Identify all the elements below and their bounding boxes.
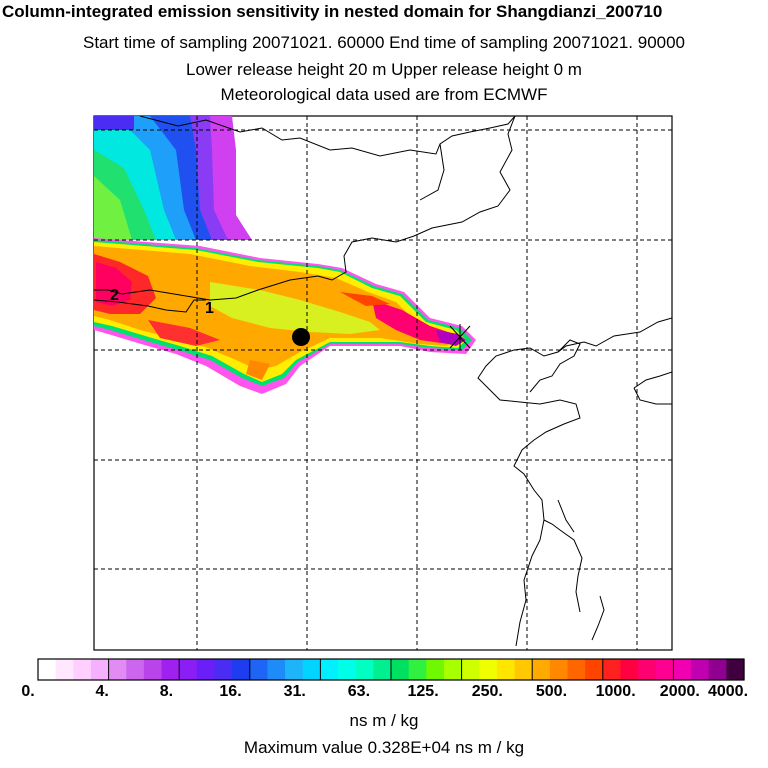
colorbar-tick-label: 31. bbox=[283, 683, 306, 700]
colorbar-tick-label: 2000. bbox=[659, 683, 700, 700]
colorbar-cell bbox=[691, 659, 710, 680]
colorbar-cell bbox=[479, 659, 498, 680]
colorbar-tick-label: 4. bbox=[95, 683, 109, 700]
sampling-times: Start time of sampling 20071021. 60000 E… bbox=[82, 33, 686, 52]
colorbar-cell bbox=[38, 659, 57, 680]
colorbar-tick-label: 1000. bbox=[595, 683, 636, 700]
colorbar-tick-label: 16. bbox=[219, 683, 242, 700]
colorbar-cell bbox=[214, 659, 233, 680]
colorbar-cell bbox=[726, 659, 745, 680]
colorbar-tick-label: 500. bbox=[535, 683, 568, 700]
colorbar-cell bbox=[638, 659, 657, 680]
colorbar-cell bbox=[514, 659, 533, 680]
plume-upper-left bbox=[94, 116, 252, 240]
colorbar-cell bbox=[532, 659, 551, 680]
colorbar-units: ns m / kg bbox=[349, 711, 419, 730]
colorbar-cell bbox=[408, 659, 427, 680]
colorbar-tick-label: 8. bbox=[159, 683, 174, 700]
colorbar-cell bbox=[426, 659, 445, 680]
colorbar-cell bbox=[161, 659, 180, 680]
colorbar-cell bbox=[108, 659, 127, 680]
colorbar-frame bbox=[37, 658, 745, 681]
release-heights: Lower release height 20 m Upper release … bbox=[186, 60, 582, 79]
colorbar-cell bbox=[338, 659, 357, 680]
colorbar-cell bbox=[443, 659, 463, 680]
colorbar-tick-label: 0. bbox=[21, 683, 35, 700]
colorbar-tick-label: 63. bbox=[347, 683, 371, 700]
colorbar-tick-label: 250. bbox=[471, 683, 503, 700]
colorbar bbox=[37, 658, 745, 681]
colorbar-cell bbox=[196, 659, 216, 680]
colorbar-cell bbox=[320, 659, 339, 680]
colorbar-cell bbox=[655, 659, 674, 680]
map-title: Column-integrated emission sensitivity i… bbox=[2, 2, 663, 21]
colorbar-tick-label: 4000. bbox=[707, 683, 749, 700]
meteorological-source: Meteorological data used are from ECMWF bbox=[220, 85, 548, 104]
release-marker bbox=[449, 324, 471, 350]
colorbar-cell bbox=[267, 659, 286, 680]
colorbar-tick-label: 125. bbox=[407, 683, 439, 700]
colorbar-cell bbox=[567, 659, 586, 680]
colorbar-cell bbox=[126, 659, 145, 680]
colorbar-cell bbox=[285, 659, 304, 680]
colorbar-cell bbox=[391, 659, 410, 680]
colorbar-cell bbox=[143, 659, 163, 680]
colorbar-cell bbox=[620, 659, 639, 680]
colorbar-cell bbox=[232, 659, 251, 680]
colorbar-cell bbox=[602, 659, 622, 680]
colorbar-cell bbox=[496, 659, 516, 680]
colorbar-cell bbox=[585, 659, 604, 680]
colorbar-cell bbox=[90, 659, 110, 680]
map-label-1: 1 bbox=[205, 300, 214, 317]
colorbar-cell bbox=[549, 659, 569, 680]
colorbar-cell bbox=[461, 659, 480, 680]
coastlines bbox=[94, 116, 672, 647]
colorbar-cell bbox=[673, 659, 692, 680]
colorbar-cell bbox=[55, 659, 74, 680]
colorbar-cell bbox=[302, 659, 321, 680]
map-label-2: 2 bbox=[110, 287, 119, 304]
colorbar-cell bbox=[179, 659, 198, 680]
colorbar-cell bbox=[355, 659, 374, 680]
colorbar-cell bbox=[249, 659, 269, 680]
colorbar-cell bbox=[708, 659, 727, 680]
maximum-value: Maximum value 0.328E+04 ns m / kg bbox=[243, 738, 525, 757]
station-marker bbox=[292, 328, 310, 346]
colorbar-cell bbox=[73, 659, 92, 680]
colorbar-cell bbox=[373, 659, 392, 680]
